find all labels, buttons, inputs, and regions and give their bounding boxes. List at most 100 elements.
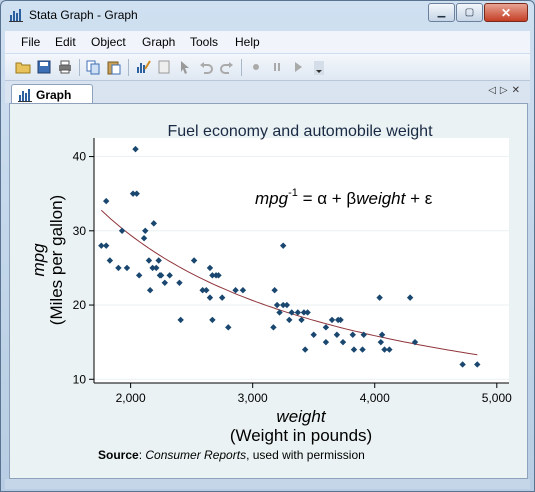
x-axis-subtitle: (Weight in pounds) <box>230 426 372 445</box>
menu-graph[interactable]: Graph <box>142 35 176 49</box>
x-tick-label: 2,000 <box>116 391 146 405</box>
data-point <box>273 301 281 309</box>
data-point <box>378 331 386 338</box>
tab-graph-label: Graph <box>36 88 72 102</box>
data-point <box>474 361 481 368</box>
y-tick-label: 40 <box>73 150 87 164</box>
menu-object[interactable]: Object <box>91 35 126 49</box>
data-point <box>106 257 114 264</box>
x-tick-label: 3,000 <box>238 391 268 405</box>
data-point <box>411 338 419 346</box>
save-icon[interactable] <box>36 59 52 75</box>
menu-tools[interactable]: Tools <box>190 35 219 49</box>
data-point <box>279 301 287 309</box>
print-icon[interactable] <box>57 59 73 75</box>
title-bar[interactable]: Stata Graph - Graph ▁ ▢ ✕ <box>1 1 534 29</box>
dropdown-icon[interactable] <box>311 59 327 75</box>
tab-graph[interactable]: Graph <box>11 84 93 105</box>
status-bar <box>5 479 530 489</box>
data-point <box>157 272 165 279</box>
data-point <box>322 324 330 331</box>
record-icon[interactable] <box>248 59 264 75</box>
pause-icon[interactable] <box>269 59 285 75</box>
menu-help[interactable]: Help <box>235 35 260 49</box>
data-point <box>118 227 126 235</box>
data-point <box>225 324 232 331</box>
tab-close-icon[interactable]: ✕ <box>511 85 524 96</box>
data-point <box>377 338 385 346</box>
play-icon[interactable] <box>290 59 306 75</box>
data-point <box>161 279 168 286</box>
data-point <box>239 286 247 294</box>
data-point <box>176 279 183 286</box>
data-point <box>286 316 293 324</box>
data-point <box>328 316 336 324</box>
y-axis-subtitle: (Miles per gallon) <box>47 195 66 325</box>
data-point <box>142 227 149 235</box>
tab-next-icon[interactable]: ▷ <box>499 85 512 96</box>
maximize-button[interactable]: ▢ <box>456 3 483 22</box>
y-axis-title: mpg <box>29 243 48 277</box>
x-tick-label: 4,000 <box>360 391 390 405</box>
graph-canvas: 10 20 30 40 2,000 3,000 4,000 5,000 Fuel econom… <box>9 103 528 479</box>
data-point <box>190 257 198 264</box>
chart-title: Fuel economy and automobile weight <box>167 123 433 140</box>
data-point <box>166 272 173 279</box>
data-point <box>206 264 214 272</box>
source-note: Source: Consumer Reports, used with perm… <box>98 448 365 462</box>
data-point <box>135 272 143 279</box>
equation: mpg-1 = α + βweight + ε <box>255 187 433 208</box>
data-point <box>133 190 140 197</box>
data-point <box>270 324 277 331</box>
copy-icon[interactable] <box>85 59 101 75</box>
x-axis-title: weight <box>276 407 326 426</box>
close-icon: ✕ <box>500 5 512 20</box>
data-point <box>339 338 347 346</box>
data-point <box>322 338 330 346</box>
window-title: Stata Graph - Graph <box>29 8 138 22</box>
undo-icon[interactable] <box>198 59 214 75</box>
data-point <box>145 257 153 264</box>
y-tick-label: 30 <box>73 224 87 238</box>
graph-editor-icon[interactable] <box>135 59 151 75</box>
close-button[interactable]: ✕ <box>484 3 528 22</box>
data-point <box>150 220 158 227</box>
menu-edit[interactable]: Edit <box>55 35 76 49</box>
graph-app-icon <box>9 9 23 22</box>
data-point <box>209 316 216 324</box>
data-point <box>337 316 344 324</box>
menu-file[interactable]: File <box>21 35 41 49</box>
data-point <box>206 294 214 301</box>
data-point <box>140 235 148 242</box>
data-point <box>283 301 291 309</box>
tab-strip: Graph ◁▷✕ <box>5 81 530 105</box>
open-icon[interactable] <box>15 59 31 75</box>
minimize-button[interactable]: ▁ <box>428 3 455 22</box>
data-point <box>98 242 105 249</box>
minimize-icon: ▁ <box>437 7 446 18</box>
data-point <box>310 331 317 338</box>
data-point <box>360 331 367 338</box>
data-point <box>103 197 110 205</box>
data-point <box>209 272 216 279</box>
data-point <box>199 286 206 294</box>
data-point <box>279 242 287 249</box>
data-point <box>149 264 156 272</box>
data-point <box>177 316 184 324</box>
y-tick-label: 20 <box>73 298 87 312</box>
menu-bar: File Edit Object Graph Tools Help <box>5 31 530 53</box>
data-point <box>115 264 122 272</box>
pointer-icon[interactable] <box>177 59 193 75</box>
x-tick-label: 5,000 <box>482 391 512 405</box>
redo-icon[interactable] <box>219 59 235 75</box>
y-tick-label: 10 <box>73 372 87 386</box>
data-point <box>129 190 137 197</box>
paste-icon[interactable] <box>106 59 122 75</box>
recorder-icon[interactable] <box>156 59 172 75</box>
data-point <box>132 145 139 153</box>
toolbar <box>5 54 530 81</box>
data-point <box>349 331 356 338</box>
tab-prev-icon[interactable]: ◁ <box>488 85 500 96</box>
data-point <box>155 257 162 264</box>
